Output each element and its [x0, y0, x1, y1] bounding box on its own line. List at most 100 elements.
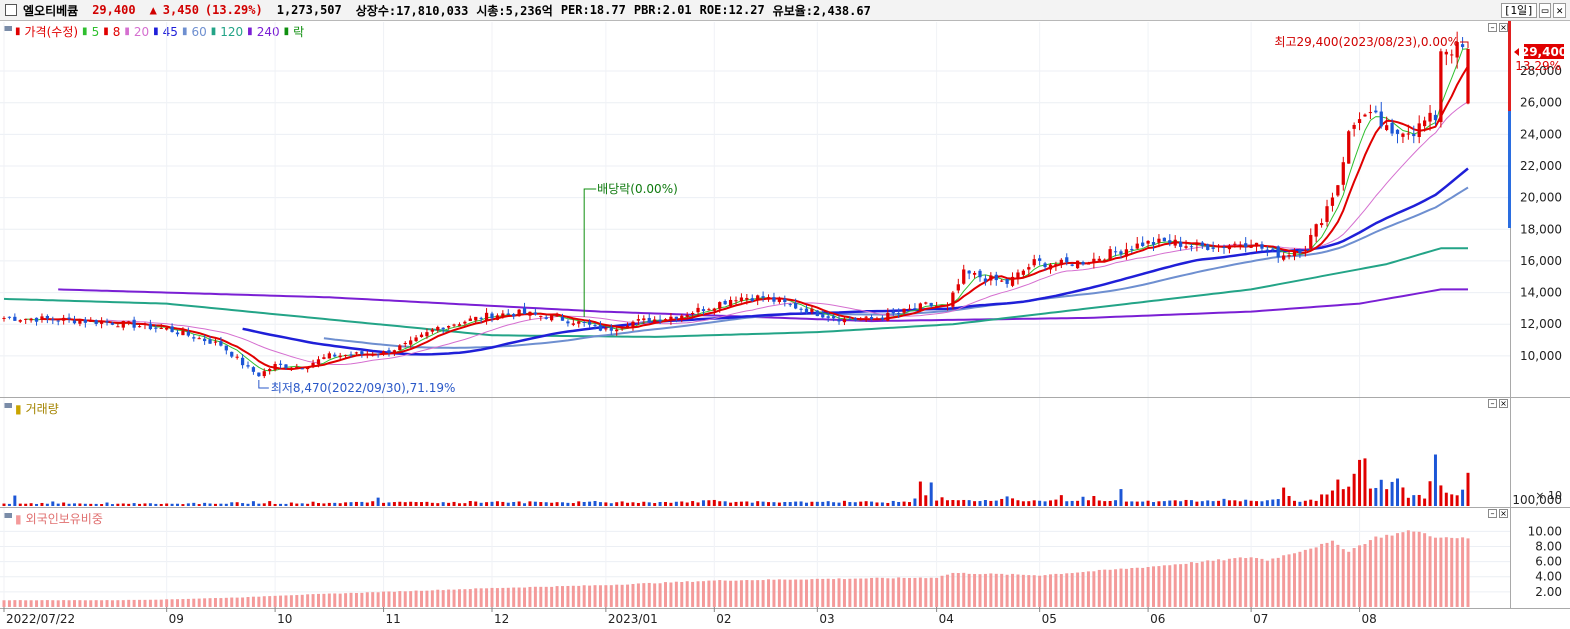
volume-bar — [707, 500, 711, 506]
foreign-ratio-bar — [1141, 567, 1145, 607]
candle-body — [192, 337, 196, 339]
legend-item-label[interactable]: 60 — [191, 24, 207, 39]
select-checkbox[interactable] — [5, 4, 17, 16]
volume-bar — [398, 501, 402, 506]
volume-bar — [544, 502, 548, 506]
volume-bar — [1048, 500, 1052, 506]
pane-minimize-icon[interactable]: – — [1488, 509, 1497, 518]
candle-body — [723, 301, 727, 305]
candle-body — [902, 308, 906, 313]
high-annotation-arrow — [1460, 41, 1469, 48]
volume-bar — [176, 503, 180, 506]
candle-body — [208, 339, 212, 344]
candle-body — [712, 308, 716, 311]
foreign-ratio-bar — [512, 587, 516, 607]
volume-bar — [24, 503, 28, 506]
legend-item-label[interactable]: 8 — [112, 24, 121, 39]
foreign-ratio-bar — [387, 591, 391, 607]
candle-body — [875, 318, 879, 320]
foreign-ratio-bar — [891, 578, 895, 607]
price-legend: ▮ 가격(수정) ▮ 5 ▮ 8 ▮ 20 ▮ 45 ▮ 60 ▮ 120 ▮ 240 ▮ 락 — [15, 23, 304, 40]
volume-bar — [767, 502, 771, 506]
pane-close-icon[interactable]: × — [1499, 509, 1508, 518]
foreign-ratio-bar — [40, 600, 44, 607]
pane-minimize-icon[interactable]: – — [1488, 399, 1497, 408]
legend-item-label[interactable]: 가격(수정) — [24, 25, 79, 39]
candle-body — [333, 354, 337, 357]
volume-bar — [13, 495, 17, 506]
candle-body — [316, 359, 321, 365]
volume-bar — [463, 503, 467, 506]
restore-icon[interactable]: ▭ — [1538, 3, 1552, 18]
volume-bar — [550, 502, 554, 506]
candle-body — [1005, 278, 1009, 284]
legend-swatch: ▮ — [283, 26, 290, 37]
volume-bar — [1076, 500, 1080, 506]
foreign-ratio-bar — [1309, 548, 1313, 607]
foreign-ratio-bar — [1086, 571, 1090, 607]
candle-body — [1314, 224, 1318, 237]
legend-item-label[interactable]: 락 — [293, 25, 305, 39]
foreign-ratio-bar — [815, 578, 819, 607]
stock-name[interactable]: 엘오티베큠 — [23, 3, 79, 18]
volume-bar — [772, 502, 776, 506]
foreign-ratio-bar — [468, 589, 472, 607]
legend-item-label[interactable]: 240 — [256, 24, 280, 39]
foreign-ratio-bar — [1065, 573, 1069, 607]
volume-unit-label: × 10 — [1535, 489, 1562, 502]
foreign-ratio-bar — [1358, 545, 1362, 607]
foreign-ratio-bar — [257, 596, 261, 607]
foreign-ratio-bar — [159, 599, 163, 607]
volume-bar — [360, 501, 364, 506]
foreign-ratio-bar — [203, 598, 207, 607]
candle-body — [300, 368, 304, 370]
foreign-ratio-bar — [322, 593, 326, 607]
candle-body — [1260, 244, 1264, 249]
high-annotation: 최고29,400(2023/08/23),0.00% — [1274, 35, 1459, 49]
price-axis-tick: 12,000 — [1520, 317, 1562, 331]
volume-bar — [745, 501, 749, 506]
foreign-ratio-bar — [1227, 558, 1231, 607]
candle-body — [989, 275, 993, 281]
volume-bar — [1038, 500, 1042, 506]
x-axis-label: 12 — [494, 612, 509, 626]
foreign-ratio-bar — [1417, 531, 1421, 607]
volume-bar — [631, 502, 635, 506]
foreign-ratio-bar — [89, 600, 93, 607]
legend-item-label[interactable]: 120 — [220, 24, 244, 39]
legend-item-label[interactable]: 20 — [133, 24, 150, 39]
volume-bar — [224, 503, 228, 506]
candle-body — [1119, 251, 1123, 255]
foreign-ratio-bar — [1211, 560, 1215, 607]
candle-body — [116, 326, 120, 328]
foreign-ratio-bar — [761, 580, 765, 607]
pane-close-icon[interactable]: × — [1499, 399, 1508, 408]
volume-bar — [1184, 499, 1188, 506]
pane-close-icon[interactable]: × — [1499, 23, 1508, 32]
volume-bar — [1005, 496, 1009, 506]
candle-body — [680, 315, 684, 320]
period-selector[interactable]: [1일] — [1500, 3, 1537, 18]
candle-body — [1292, 251, 1297, 257]
volume-bar — [246, 503, 250, 506]
foreign-ratio-bar — [132, 599, 136, 607]
volume-bar — [67, 503, 71, 506]
pane-menu-icon[interactable] — [4, 513, 12, 518]
pane-menu-icon[interactable] — [4, 403, 12, 408]
pane-menu-icon[interactable] — [4, 26, 12, 31]
candle-body — [853, 318, 857, 321]
volume-bar — [1401, 487, 1405, 506]
foreign-ratio-bar — [1048, 574, 1052, 607]
price-change: 3,450 — [162, 3, 199, 17]
volume-legend-label: 거래량 — [25, 402, 59, 416]
volume-bar — [213, 503, 217, 506]
close-icon[interactable]: ✕ — [1553, 3, 1566, 18]
candle-body — [322, 357, 326, 359]
foreign-ratio-bar — [1146, 567, 1150, 607]
volume-bar — [1330, 490, 1334, 506]
candle-body — [338, 355, 342, 358]
candle-body — [387, 350, 391, 353]
pane-minimize-icon[interactable]: – — [1488, 23, 1497, 32]
foreign-ratio-bar — [1385, 534, 1389, 607]
legend-item-label[interactable]: 5 — [91, 24, 100, 39]
